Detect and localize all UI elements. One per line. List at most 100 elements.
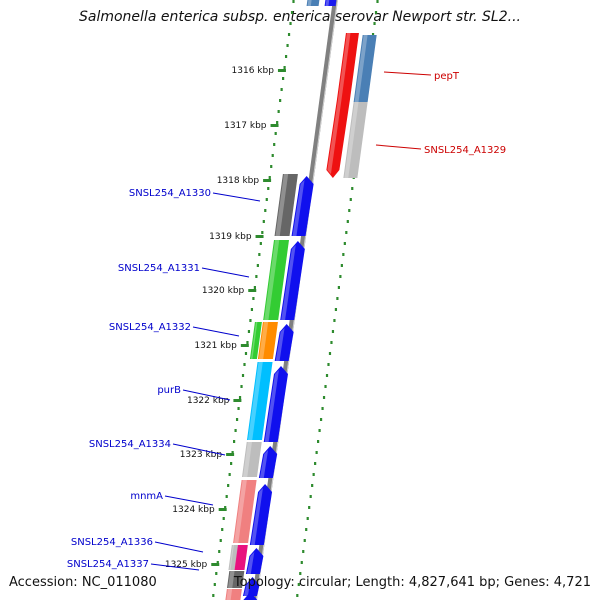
- kbp-tick: [248, 289, 257, 292]
- gene-label-SNSL254_A1329[interactable]: SNSL254_A1329: [424, 145, 506, 156]
- tick-rail-outer-dot: [374, 11, 378, 14]
- tick-rail-inner-dot: [240, 385, 243, 388]
- tick-rail-inner-dot: [231, 451, 234, 454]
- tick-rail-outer-dot: [303, 539, 306, 542]
- forward-strand-layer: [242, 176, 314, 600]
- tick-rail-outer-dot: [312, 473, 315, 476]
- gene-label-purB[interactable]: purB: [157, 385, 181, 396]
- kbp-tick: [226, 453, 235, 456]
- label-leader: [154, 541, 204, 553]
- tick-rail-outer-dot: [337, 286, 340, 289]
- tick-rail-inner-dot: [238, 396, 242, 399]
- label-leader: [172, 443, 226, 456]
- kbp-tick: [233, 399, 242, 402]
- cog-block-4-shine: [243, 442, 252, 477]
- gene-label-mnmA[interactable]: mnmA: [130, 491, 163, 502]
- label-leader: [383, 71, 432, 76]
- tick-rail-inner-dot: [268, 176, 271, 179]
- summary-text: Topology: circular; Length: 4,827,641 bp…: [233, 575, 591, 590]
- cog-block-2: [257, 322, 278, 359]
- tick-rail-inner-dot: [259, 242, 262, 245]
- kbp-tick-label: 1317 kbp: [224, 121, 267, 131]
- cog-block-accent-a-shine: [250, 322, 258, 359]
- forward-gene-1: [280, 241, 305, 320]
- tick-rail-inner-dot: [262, 220, 265, 223]
- partial-cog-block: [306, 0, 320, 6]
- tick-rail-inner-dot: [286, 44, 289, 47]
- tick-rail-inner-dot: [233, 440, 236, 443]
- tick-rail-inner-dot: [222, 517, 225, 520]
- kbp-tick: [277, 69, 286, 72]
- tick-rail-outer-dot: [317, 440, 320, 443]
- forward-gene-0: [291, 176, 314, 236]
- forward-gene-1-shine: [281, 245, 296, 320]
- gene-label-SNSL254_A1336[interactable]: SNSL254_A1336: [71, 537, 153, 548]
- gene-label-SNSL254_A1331[interactable]: SNSL254_A1331: [118, 263, 200, 274]
- tick-rail-inner-dot: [244, 352, 248, 355]
- cog-block-5: [233, 480, 257, 543]
- tick-rail-outer-dot: [333, 319, 336, 322]
- tick-rail-inner-dot: [249, 319, 252, 322]
- tick-rail-outer-dot: [321, 407, 324, 410]
- tick-rail-inner-dot: [290, 11, 294, 14]
- forward-gene-4-shine: [259, 450, 269, 478]
- gene-label-pepT[interactable]: pepT: [434, 71, 460, 82]
- label-leader: [201, 267, 250, 278]
- forward-gene-2: [274, 324, 294, 361]
- forward-gene-0-shine: [292, 180, 305, 236]
- tick-rail-outer-dot: [371, 33, 375, 36]
- kbp-tick-label: 1321 kbp: [194, 341, 237, 351]
- tick-rail-inner-dot: [215, 572, 218, 575]
- reverse-gene-pepT-shine: [337, 33, 351, 100]
- tick-rail-outer-dot: [345, 231, 348, 234]
- cog-block-0: [274, 174, 298, 236]
- kbp-tick-label: 1325 kbp: [165, 560, 208, 570]
- tick-rail-inner-dot: [287, 33, 291, 36]
- tick-rail-inner-dot: [221, 528, 224, 531]
- cog-block-accent-a: [249, 322, 262, 359]
- partial-cog-block-shine: [307, 0, 312, 6]
- forward-gene-3-shine: [264, 370, 279, 442]
- tick-rail-outer-dot: [314, 462, 317, 465]
- tick-rail-outer-dot: [325, 374, 329, 377]
- tick-rail-outer-dot: [346, 220, 349, 223]
- forward-gene-7: [242, 577, 260, 596]
- tick-rail-inner-dot: [289, 22, 292, 25]
- cog-block-pepT-shine: [354, 35, 368, 102]
- tick-rail-inner-dot: [276, 121, 279, 124]
- kbp-tick-label: 1323 kbp: [180, 450, 223, 460]
- cog-block-accent-b-shine: [229, 545, 234, 570]
- cog-block-4: [242, 442, 262, 477]
- tick-rail-inner-dot: [256, 264, 259, 267]
- forward-gene-4: [258, 446, 278, 478]
- cog-block-2-shine: [258, 322, 269, 359]
- kbp-tick: [218, 508, 227, 511]
- gene-label-SNSL254_A1332[interactable]: SNSL254_A1332: [109, 322, 191, 333]
- tick-rail-inner-dot: [258, 253, 261, 256]
- tick-rail-outer-dot: [318, 429, 321, 432]
- tick-rail-outer-dot: [311, 484, 314, 487]
- gene-label-SNSL254_A1334[interactable]: SNSL254_A1334: [89, 439, 171, 450]
- tick-rail-outer-dot: [349, 198, 352, 201]
- reverse-gene-pepT: [336, 33, 359, 100]
- tick-rail-inner-dot: [292, 0, 295, 3]
- cog-block-SNSL254_A1329: [343, 102, 368, 178]
- tick-rail-inner-dot: [265, 198, 268, 201]
- tick-rail-outer-dot: [331, 330, 335, 333]
- tick-rail-outer-dot: [300, 561, 303, 564]
- tick-rail-inner-dot: [264, 209, 267, 212]
- kbp-tick-label: 1319 kbp: [209, 232, 252, 242]
- tick-rail-outer-dot: [351, 187, 354, 190]
- cog-block-pepT: [353, 35, 377, 102]
- tick-rail-outer-dot: [296, 594, 299, 597]
- tick-rail-inner-dot: [218, 550, 221, 553]
- tick-rail-inner-dot: [227, 484, 230, 487]
- cog-block-5-shine: [234, 480, 247, 543]
- label-leader: [212, 192, 261, 202]
- tick-rail-outer-dot: [373, 22, 376, 25]
- tick-rail-inner-dot: [225, 495, 228, 498]
- kbp-tick: [240, 344, 249, 347]
- gene-label-SNSL254_A1337[interactable]: SNSL254_A1337: [67, 559, 149, 570]
- gene-label-SNSL254_A1330[interactable]: SNSL254_A1330: [129, 188, 211, 199]
